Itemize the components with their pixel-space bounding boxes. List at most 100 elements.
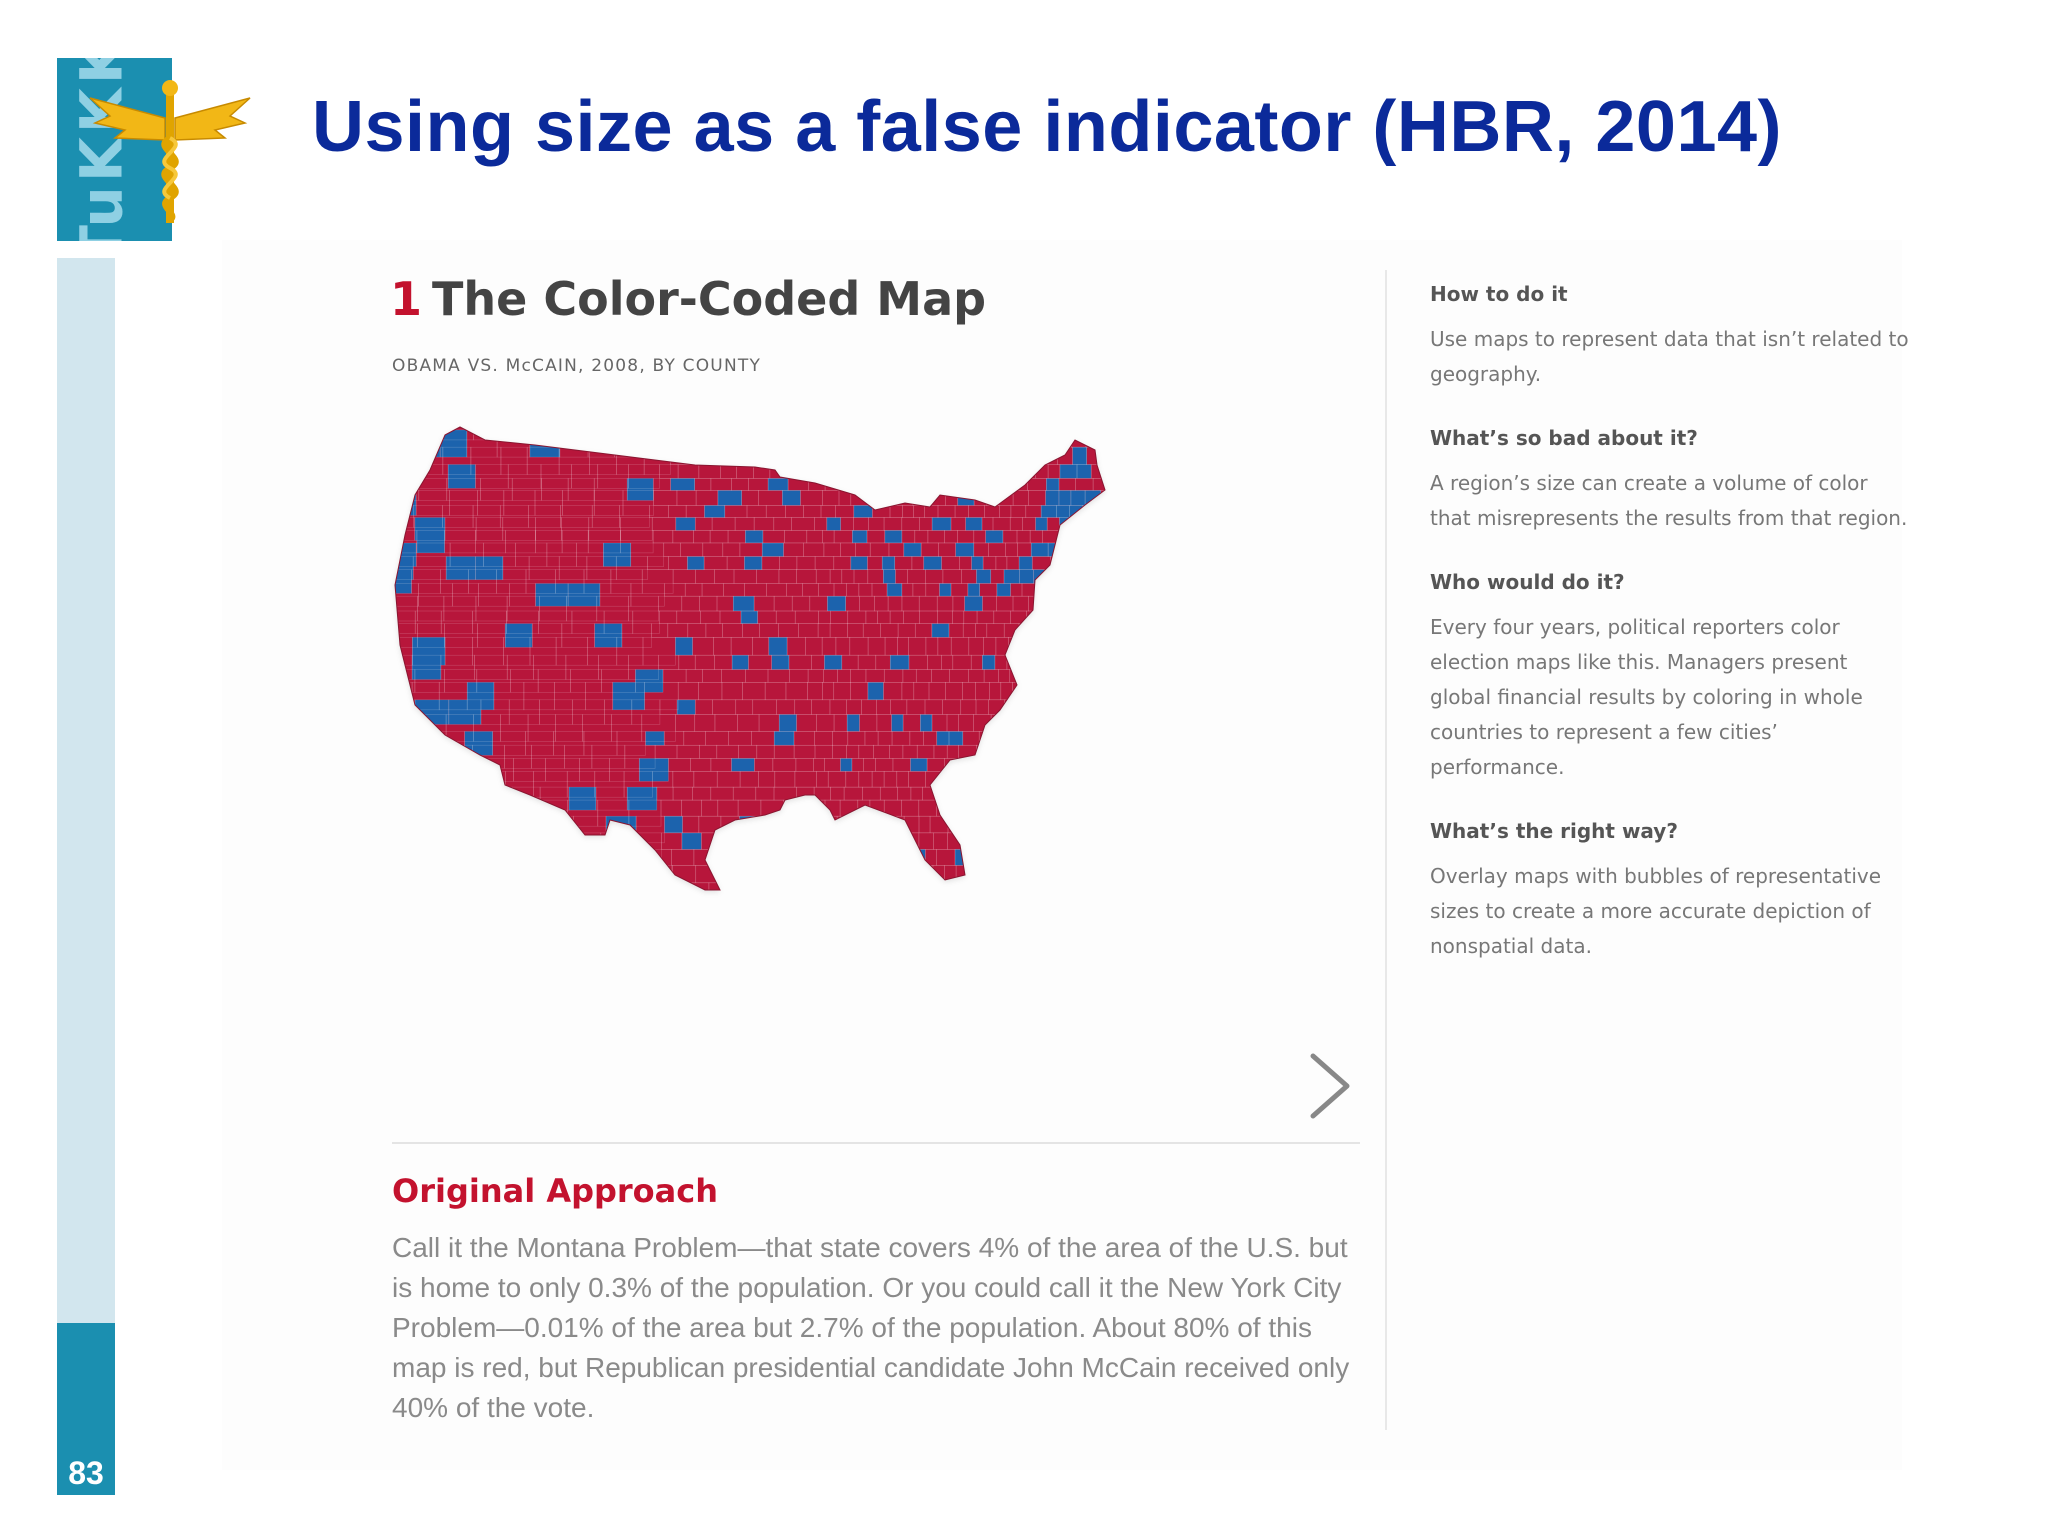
- county-border: [1256, 430, 1275, 447]
- county-border: [860, 849, 878, 866]
- county-border: [770, 849, 792, 866]
- county-border: [821, 957, 838, 972]
- county-cell: [1072, 447, 1087, 465]
- county-border: [890, 849, 910, 866]
- county-cell: [475, 556, 503, 580]
- county-border: [760, 929, 782, 944]
- county-border: [741, 973, 759, 987]
- county-border: [1348, 447, 1359, 464]
- county-border: [623, 957, 655, 982]
- county-border: [1157, 415, 1168, 430]
- county-border: [543, 929, 570, 954]
- county-border: [1017, 973, 1036, 987]
- county-border: [1287, 731, 1300, 745]
- county-border: [1010, 957, 1023, 972]
- county-border: [971, 929, 990, 944]
- caduceus-logo-icon: [89, 80, 251, 223]
- county-border: [885, 865, 901, 884]
- county-border: [1210, 816, 1226, 833]
- county-border: [1073, 654, 1087, 670]
- county-border: [1109, 611, 1126, 624]
- county-border: [1219, 543, 1232, 557]
- county-border: [1148, 833, 1166, 850]
- county-border: [449, 973, 481, 997]
- county-border: [1244, 700, 1262, 715]
- county-cell: [934, 957, 948, 972]
- county-border: [1085, 429, 1105, 448]
- county-cell: [1056, 505, 1070, 518]
- county-border: [1350, 670, 1360, 683]
- county-border: [1227, 715, 1244, 732]
- county-cell: [971, 556, 984, 570]
- county-border: [725, 914, 748, 929]
- county-border: [674, 429, 693, 448]
- county-border: [1267, 530, 1279, 543]
- county-border: [1206, 465, 1224, 479]
- county-border: [1350, 584, 1360, 597]
- county-border: [1081, 542, 1094, 557]
- county-border: [1142, 973, 1155, 987]
- county-border: [1255, 596, 1267, 611]
- county-border: [416, 865, 448, 890]
- county-border: [976, 744, 992, 759]
- county-cell: [1093, 543, 1105, 557]
- county-border: [1025, 446, 1041, 465]
- county-border: [1126, 800, 1138, 816]
- chevron-right-icon[interactable]: [1305, 1050, 1355, 1122]
- county-border: [1138, 430, 1153, 447]
- county-border: [1110, 624, 1129, 638]
- county-border: [748, 914, 768, 929]
- county-border: [1192, 447, 1206, 464]
- county-border: [1268, 944, 1283, 958]
- county-border: [447, 865, 482, 890]
- county-cell: [1070, 517, 1088, 531]
- county-border: [1128, 849, 1142, 865]
- county-border: [731, 1004, 754, 1015]
- county-border: [1187, 465, 1206, 479]
- county-border: [1038, 699, 1051, 715]
- county-border: [782, 929, 805, 944]
- county-cell: [675, 637, 693, 656]
- county-cell: [1214, 415, 1233, 430]
- county-border: [1288, 465, 1300, 479]
- county-border: [1081, 786, 1095, 801]
- county-border: [1129, 624, 1140, 638]
- county-border: [1063, 786, 1083, 801]
- county-border: [1280, 758, 1292, 771]
- county-border: [779, 987, 796, 1004]
- county-border: [1238, 465, 1256, 479]
- county-border: [1247, 787, 1264, 800]
- county-border: [1015, 898, 1027, 914]
- county-border: [737, 929, 760, 944]
- county-cell: [847, 714, 860, 732]
- county-border: [1283, 987, 1302, 1004]
- county-border: [742, 987, 759, 1004]
- county-border: [1318, 771, 1337, 787]
- county-border: [1085, 623, 1098, 638]
- county-border: [1297, 415, 1312, 430]
- county-border: [1349, 758, 1360, 771]
- county-border: [903, 427, 917, 431]
- county-border: [1284, 570, 1298, 584]
- county-border: [1127, 758, 1145, 771]
- county-border: [1185, 957, 1200, 972]
- county-border: [1216, 557, 1230, 570]
- county-border: [1024, 944, 1036, 958]
- county-border: [991, 464, 1005, 479]
- county-border: [1231, 624, 1244, 638]
- county-cell: [768, 637, 788, 656]
- county-border: [1104, 882, 1105, 890]
- county-border: [984, 799, 1002, 817]
- county-border: [921, 898, 939, 914]
- county-border: [1306, 518, 1320, 531]
- county-border: [1199, 570, 1211, 584]
- county-border: [475, 771, 506, 798]
- county-border: [395, 771, 413, 798]
- county-border: [413, 882, 448, 890]
- side-band-footer: [57, 1323, 115, 1495]
- county-border: [1002, 898, 1015, 914]
- county-border: [974, 832, 991, 850]
- county-border: [1097, 623, 1105, 638]
- county-border: [600, 832, 635, 860]
- county-border: [482, 929, 513, 954]
